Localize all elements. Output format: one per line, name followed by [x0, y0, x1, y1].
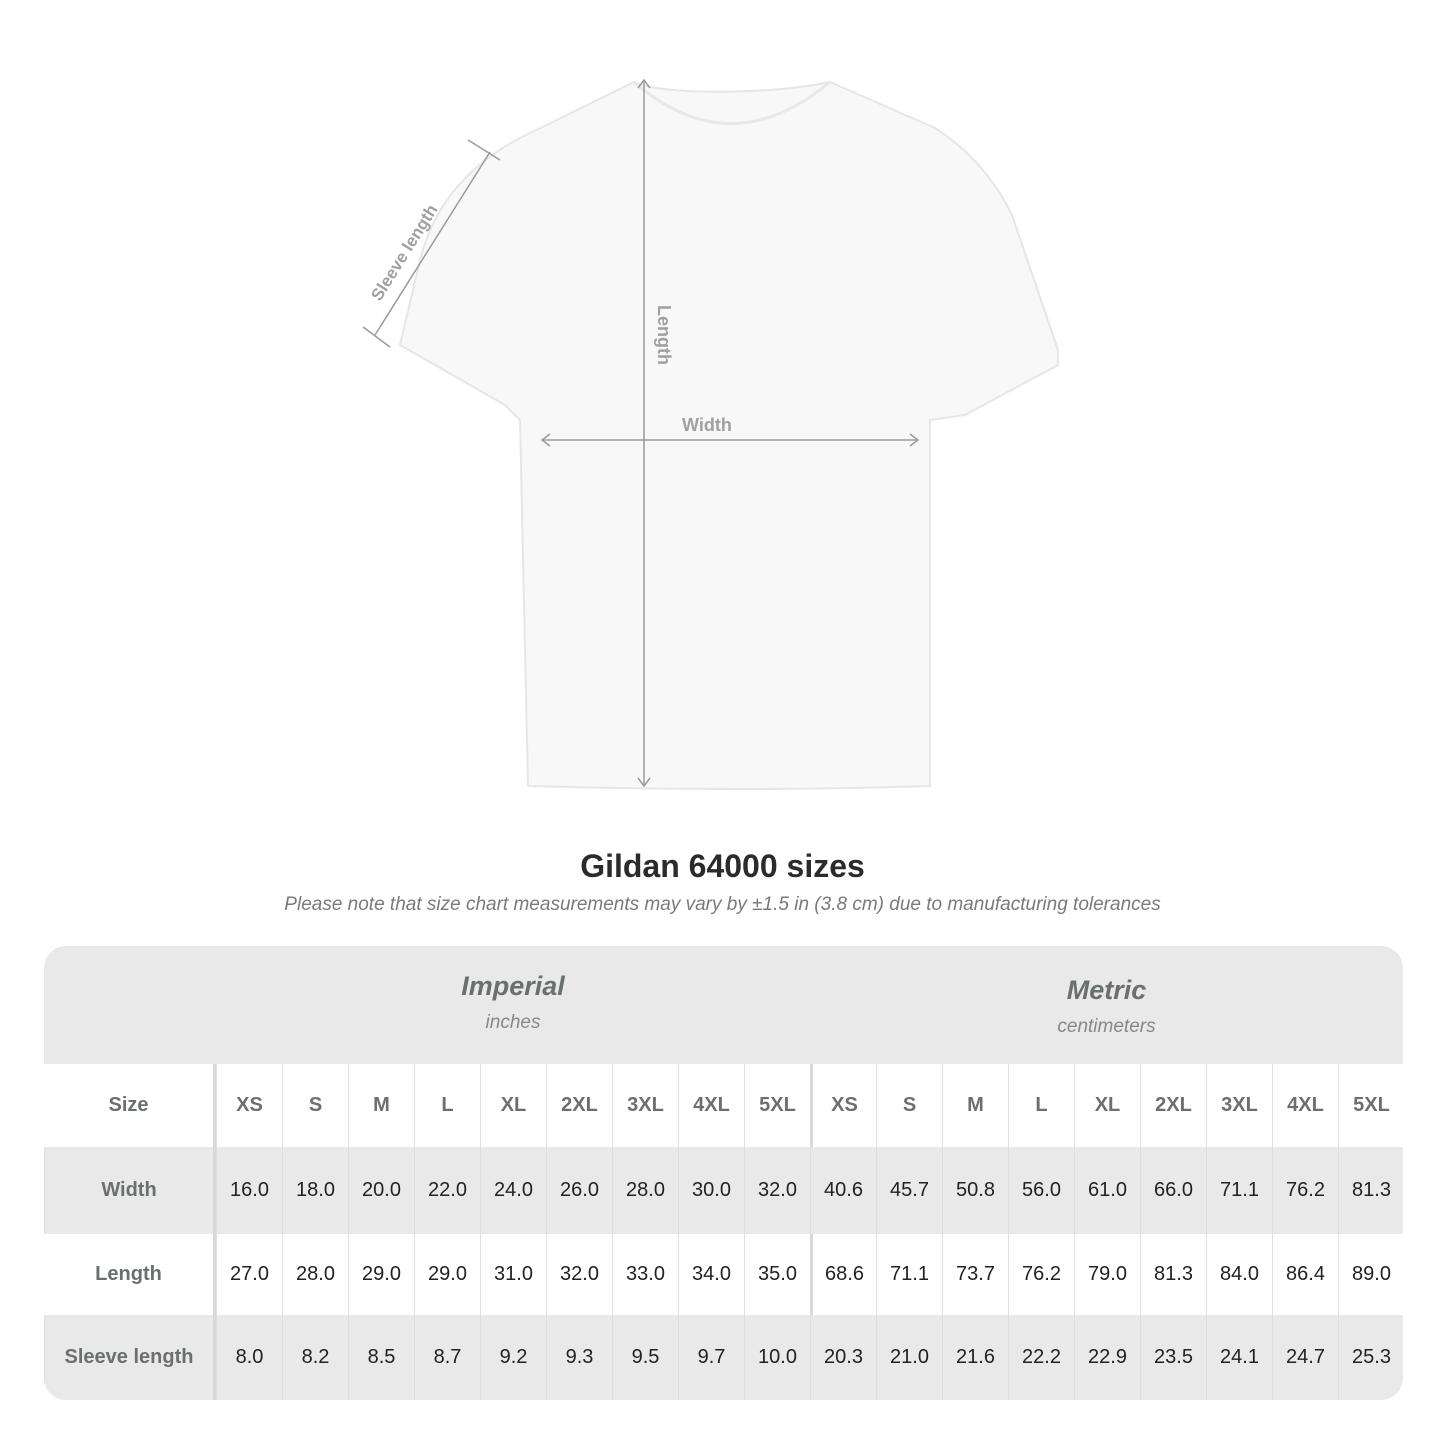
cell-imperial: 31.0 [480, 1234, 546, 1315]
size-header-imperial: XS [216, 1064, 282, 1147]
row-label: Sleeve length [44, 1315, 216, 1400]
cell-imperial: 8.0 [216, 1315, 282, 1400]
size-header-imperial: 3XL [612, 1064, 678, 1147]
metric-title: Metric [1066, 975, 1147, 1005]
size-header-metric: M [942, 1064, 1008, 1147]
tshirt-image [398, 80, 1059, 790]
row-label: Width [44, 1147, 216, 1234]
cell-metric: 89.0 [1338, 1234, 1403, 1315]
size-header-metric: XS [810, 1064, 876, 1147]
cell-imperial: 28.0 [612, 1147, 678, 1234]
size-header-imperial: L [414, 1064, 480, 1147]
tshirt-diagram: Sleeve length Length Width [362, 78, 1059, 790]
cell-metric: 22.9 [1074, 1315, 1140, 1400]
sleeve-measure-line [374, 151, 491, 336]
imperial-header: Imperial inches [216, 946, 810, 1064]
metric-unit: centimeters [1057, 1016, 1156, 1037]
cell-imperial: 8.7 [414, 1315, 480, 1400]
cell-imperial: 34.0 [678, 1234, 744, 1315]
cell-imperial: 9.3 [546, 1315, 612, 1400]
cell-imperial: 32.0 [744, 1147, 810, 1234]
cell-metric: 24.7 [1272, 1315, 1338, 1400]
cell-imperial: 9.5 [612, 1315, 678, 1400]
cell-imperial: 9.2 [480, 1315, 546, 1400]
size-header-metric: XL [1074, 1064, 1140, 1147]
cell-metric: 24.1 [1206, 1315, 1272, 1400]
imperial-title: Imperial [461, 971, 565, 1001]
cell-metric: 61.0 [1074, 1147, 1140, 1234]
cell-imperial: 24.0 [480, 1147, 546, 1234]
size-header-metric: L [1008, 1064, 1074, 1147]
size-header-imperial: S [282, 1064, 348, 1147]
cell-imperial: 28.0 [282, 1234, 348, 1315]
cell-metric: 68.6 [810, 1234, 876, 1315]
cell-metric: 20.3 [810, 1315, 876, 1400]
cell-metric: 86.4 [1272, 1234, 1338, 1315]
metric-header: Metric centimeters [810, 946, 1403, 1064]
cell-imperial: 26.0 [546, 1147, 612, 1234]
width-label: Width [682, 415, 732, 435]
cell-metric: 23.5 [1140, 1315, 1206, 1400]
cell-metric: 73.7 [942, 1234, 1008, 1315]
cell-metric: 25.3 [1338, 1315, 1403, 1400]
cell-imperial: 10.0 [744, 1315, 810, 1400]
size-header-metric: S [876, 1064, 942, 1147]
cell-metric: 76.2 [1272, 1147, 1338, 1234]
length-label: Length [654, 305, 674, 365]
cell-imperial: 8.2 [282, 1315, 348, 1400]
cell-metric: 50.8 [942, 1147, 1008, 1234]
cell-imperial: 33.0 [612, 1234, 678, 1315]
cell-imperial: 35.0 [744, 1234, 810, 1315]
cell-metric: 76.2 [1008, 1234, 1074, 1315]
cell-metric: 71.1 [1206, 1147, 1272, 1234]
cell-metric: 81.3 [1140, 1234, 1206, 1315]
cell-metric: 22.2 [1008, 1315, 1074, 1400]
size-header-imperial: M [348, 1064, 414, 1147]
cell-metric: 84.0 [1206, 1234, 1272, 1315]
table-row: Sleeve length 8.0 8.2 8.5 8.7 9.2 9.3 9.5 9.7 10.… [44, 1315, 1403, 1400]
size-header-imperial: 2XL [546, 1064, 612, 1147]
tolerance-note: Please note that size chart measurements… [284, 894, 1161, 915]
size-header-metric: 5XL [1338, 1064, 1403, 1147]
size-header-imperial: XL [480, 1064, 546, 1147]
table-row: Width 16.0 18.0 20.0 22.0 24.0 26.0 28.0 30.0 32.… [44, 1147, 1403, 1234]
size-header-metric: 3XL [1206, 1064, 1272, 1147]
row-label: Length [44, 1234, 216, 1315]
cell-metric: 45.7 [876, 1147, 942, 1234]
size-header-imperial: 5XL [744, 1064, 810, 1147]
page-title: Gildan 64000 sizes [580, 848, 865, 884]
tshirt-collar [633, 80, 831, 125]
cell-metric: 21.6 [942, 1315, 1008, 1400]
cell-imperial: 29.0 [414, 1234, 480, 1315]
cell-imperial: 9.7 [678, 1315, 744, 1400]
size-header-imperial: 4XL [678, 1064, 744, 1147]
cell-imperial: 29.0 [348, 1234, 414, 1315]
table-row: Length 27.0 28.0 29.0 29.0 31.0 32.0 33.0 34.0 35… [44, 1234, 1403, 1315]
size-table: Imperial inches Metric centimeters Size X… [44, 946, 1403, 1400]
size-header-row: Size XS S M L XL 2XL 3XL 4XL 5XL XS S M L XL 2XL 3XL 4XL 5… [44, 1064, 1403, 1147]
cell-metric: 56.0 [1008, 1147, 1074, 1234]
imperial-unit: inches [485, 1012, 541, 1033]
cell-imperial: 8.5 [348, 1315, 414, 1400]
cell-metric: 21.0 [876, 1315, 942, 1400]
cell-metric: 79.0 [1074, 1234, 1140, 1315]
size-header-metric: 4XL [1272, 1064, 1338, 1147]
cell-imperial: 22.0 [414, 1147, 480, 1234]
cell-imperial: 32.0 [546, 1234, 612, 1315]
cell-metric: 71.1 [876, 1234, 942, 1315]
cell-metric: 66.0 [1140, 1147, 1206, 1234]
cell-imperial: 30.0 [678, 1147, 744, 1234]
row-label: Size [44, 1064, 216, 1147]
cell-imperial: 20.0 [348, 1147, 414, 1234]
cell-metric: 81.3 [1338, 1147, 1403, 1234]
cell-metric: 40.6 [810, 1147, 876, 1234]
cell-imperial: 18.0 [282, 1147, 348, 1234]
cell-imperial: 16.0 [216, 1147, 282, 1234]
size-header-metric: 2XL [1140, 1064, 1206, 1147]
cell-imperial: 27.0 [216, 1234, 282, 1315]
